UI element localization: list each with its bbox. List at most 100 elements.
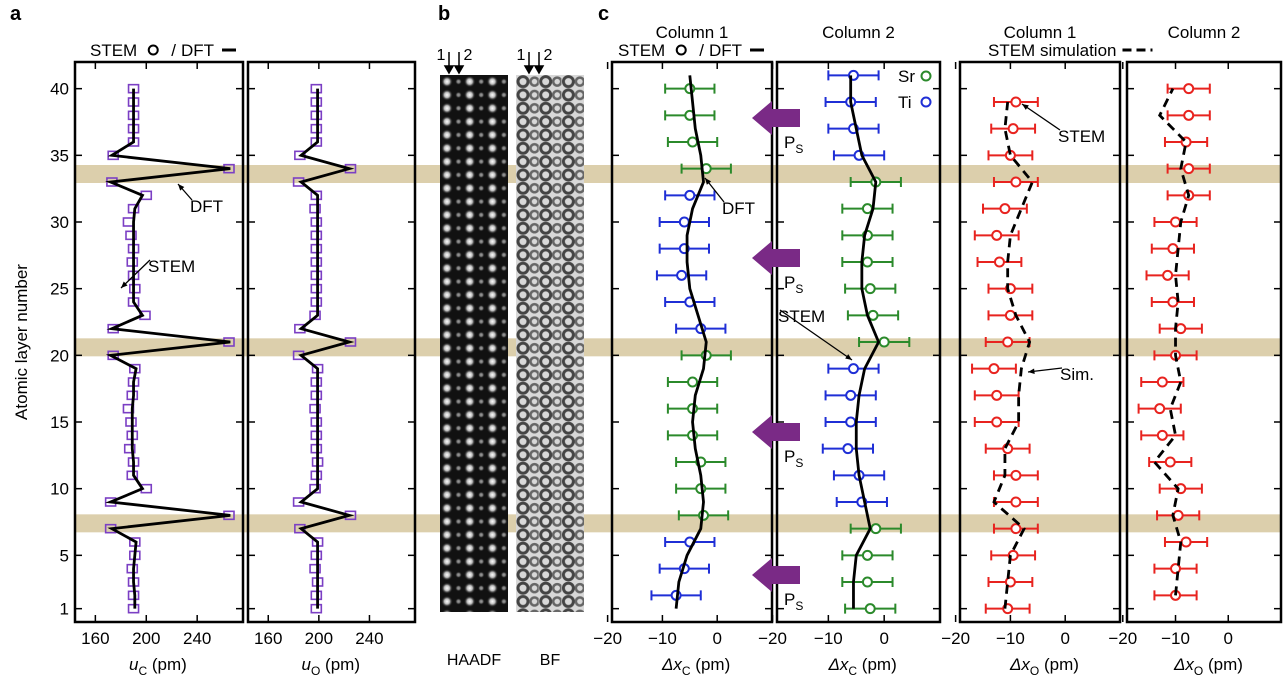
stem-marker bbox=[989, 364, 998, 373]
x-tick-label: −10 bbox=[1161, 629, 1190, 648]
stem-marker bbox=[1011, 498, 1020, 507]
annotation-arrowhead bbox=[1022, 104, 1029, 110]
x-tick-label: −20 bbox=[593, 629, 622, 648]
x-tick-label: −10 bbox=[996, 629, 1025, 648]
stem-marker bbox=[1011, 524, 1020, 533]
polarization-label: PS bbox=[784, 273, 803, 296]
stem-marker bbox=[1011, 98, 1020, 107]
annotation: DFT bbox=[190, 197, 223, 216]
x-axis-label-main: Δx bbox=[1009, 655, 1030, 674]
stem-marker bbox=[871, 524, 880, 533]
stem-marker bbox=[1184, 84, 1193, 93]
x-tick-label: 0 bbox=[1224, 629, 1233, 648]
image-label: BF bbox=[540, 652, 561, 669]
x-axis-label-sub: O bbox=[1030, 664, 1039, 678]
stem-marker bbox=[1006, 311, 1015, 320]
stem-marker bbox=[1171, 218, 1180, 227]
annotation: STEM bbox=[778, 307, 825, 326]
stem-marker bbox=[846, 391, 855, 400]
x-axis-label-unit: (pm) bbox=[691, 655, 731, 674]
panel-title: Column 2 bbox=[1168, 23, 1241, 42]
stem-marker bbox=[1163, 271, 1172, 280]
panel-title: Column 2 bbox=[822, 23, 895, 42]
legend-label: STEM bbox=[90, 41, 137, 60]
x-axis-label-unit: (pm) bbox=[857, 655, 897, 674]
y-tick-label: 25 bbox=[50, 280, 69, 299]
column-marker: 1 bbox=[437, 47, 446, 64]
x-axis-label-main: Δx bbox=[661, 655, 682, 674]
x-axis-label-main: Δx bbox=[828, 655, 849, 674]
stem-marker bbox=[849, 364, 858, 373]
annotation: STEM bbox=[148, 257, 195, 276]
polarization-main: P bbox=[784, 133, 795, 152]
column-marker: 2 bbox=[544, 47, 553, 64]
stem-marker bbox=[1003, 338, 1012, 347]
x-tick-label: 160 bbox=[254, 629, 282, 648]
legend-separator: / bbox=[171, 41, 176, 60]
polarization-sub: S bbox=[795, 282, 803, 296]
column-marker: 1 bbox=[517, 47, 526, 64]
stem-marker bbox=[1168, 244, 1177, 253]
legend-symbol bbox=[922, 72, 931, 81]
stem-marker bbox=[846, 418, 855, 427]
polarization-main: P bbox=[784, 447, 795, 466]
x-axis-label-sub: O bbox=[1194, 664, 1203, 678]
legend-label: STEM simulation bbox=[988, 41, 1116, 60]
image-label: HAADF bbox=[447, 652, 501, 669]
legend-separator: / bbox=[699, 41, 704, 60]
legend-symbol bbox=[677, 46, 686, 55]
polarization-label: PS bbox=[784, 133, 803, 156]
stem-marker bbox=[843, 444, 852, 453]
stem-marker bbox=[863, 258, 872, 267]
x-axis-label: ΔxO (pm) bbox=[1173, 655, 1243, 678]
x-tick-label: 0 bbox=[1060, 629, 1069, 648]
stem-marker bbox=[1184, 164, 1193, 173]
y-tick-label: 1 bbox=[60, 600, 69, 619]
annotation-arrow bbox=[1022, 104, 1060, 130]
polarization-main: P bbox=[784, 590, 795, 609]
polarization-main: P bbox=[784, 273, 795, 292]
stem-marker bbox=[1009, 124, 1018, 133]
stem-marker bbox=[1166, 458, 1175, 467]
stem-marker bbox=[1168, 298, 1177, 307]
x-axis-label: ΔxC (pm) bbox=[828, 655, 897, 678]
panel-label: b bbox=[438, 3, 450, 25]
x-axis-label: uC (pm) bbox=[129, 655, 187, 678]
stem-marker bbox=[866, 284, 875, 293]
stem-marker bbox=[992, 231, 1001, 240]
stem-marker bbox=[685, 191, 694, 200]
interface-band bbox=[75, 338, 1281, 356]
stem-marker bbox=[992, 391, 1001, 400]
x-tick-label: 200 bbox=[305, 629, 333, 648]
stem-marker bbox=[866, 604, 875, 613]
polarization-label: PS bbox=[784, 447, 803, 470]
x-axis-label: ΔxO (pm) bbox=[1009, 655, 1079, 678]
legend-symbol bbox=[149, 46, 158, 55]
y-tick-label: 10 bbox=[50, 480, 69, 499]
interface-bands bbox=[75, 165, 1281, 532]
legend-label: DFT bbox=[181, 41, 214, 60]
x-axis-label: uO (pm) bbox=[302, 655, 360, 678]
x-tick-label: −20 bbox=[758, 629, 787, 648]
stem-marker bbox=[688, 378, 697, 387]
stem-marker bbox=[1182, 538, 1191, 547]
x-axis-label: ΔxC (pm) bbox=[661, 655, 730, 678]
x-tick-label: 240 bbox=[355, 629, 383, 648]
haadf-image bbox=[440, 75, 508, 612]
x-tick-label: −20 bbox=[941, 629, 970, 648]
stem-marker bbox=[1176, 324, 1185, 333]
x-tick-label: −10 bbox=[648, 629, 677, 648]
x-axis-label-sub: O bbox=[311, 664, 320, 678]
y-tick-label: 15 bbox=[50, 413, 69, 432]
panel-title: Column 1 bbox=[656, 23, 729, 42]
legend-label: Ti bbox=[898, 93, 912, 112]
stem-marker bbox=[680, 218, 689, 227]
y-axis-label: Atomic layer number bbox=[12, 264, 31, 420]
stem-marker bbox=[1011, 471, 1020, 480]
polarization-sub: S bbox=[795, 142, 803, 156]
figure: a b c Atomic layer number HAADF BF 1 2 1… bbox=[0, 0, 1284, 682]
polarization-label: PS bbox=[784, 590, 803, 613]
x-tick-label: −20 bbox=[1108, 629, 1137, 648]
x-tick-label: −10 bbox=[814, 629, 843, 648]
x-tick-label: 200 bbox=[132, 629, 160, 648]
